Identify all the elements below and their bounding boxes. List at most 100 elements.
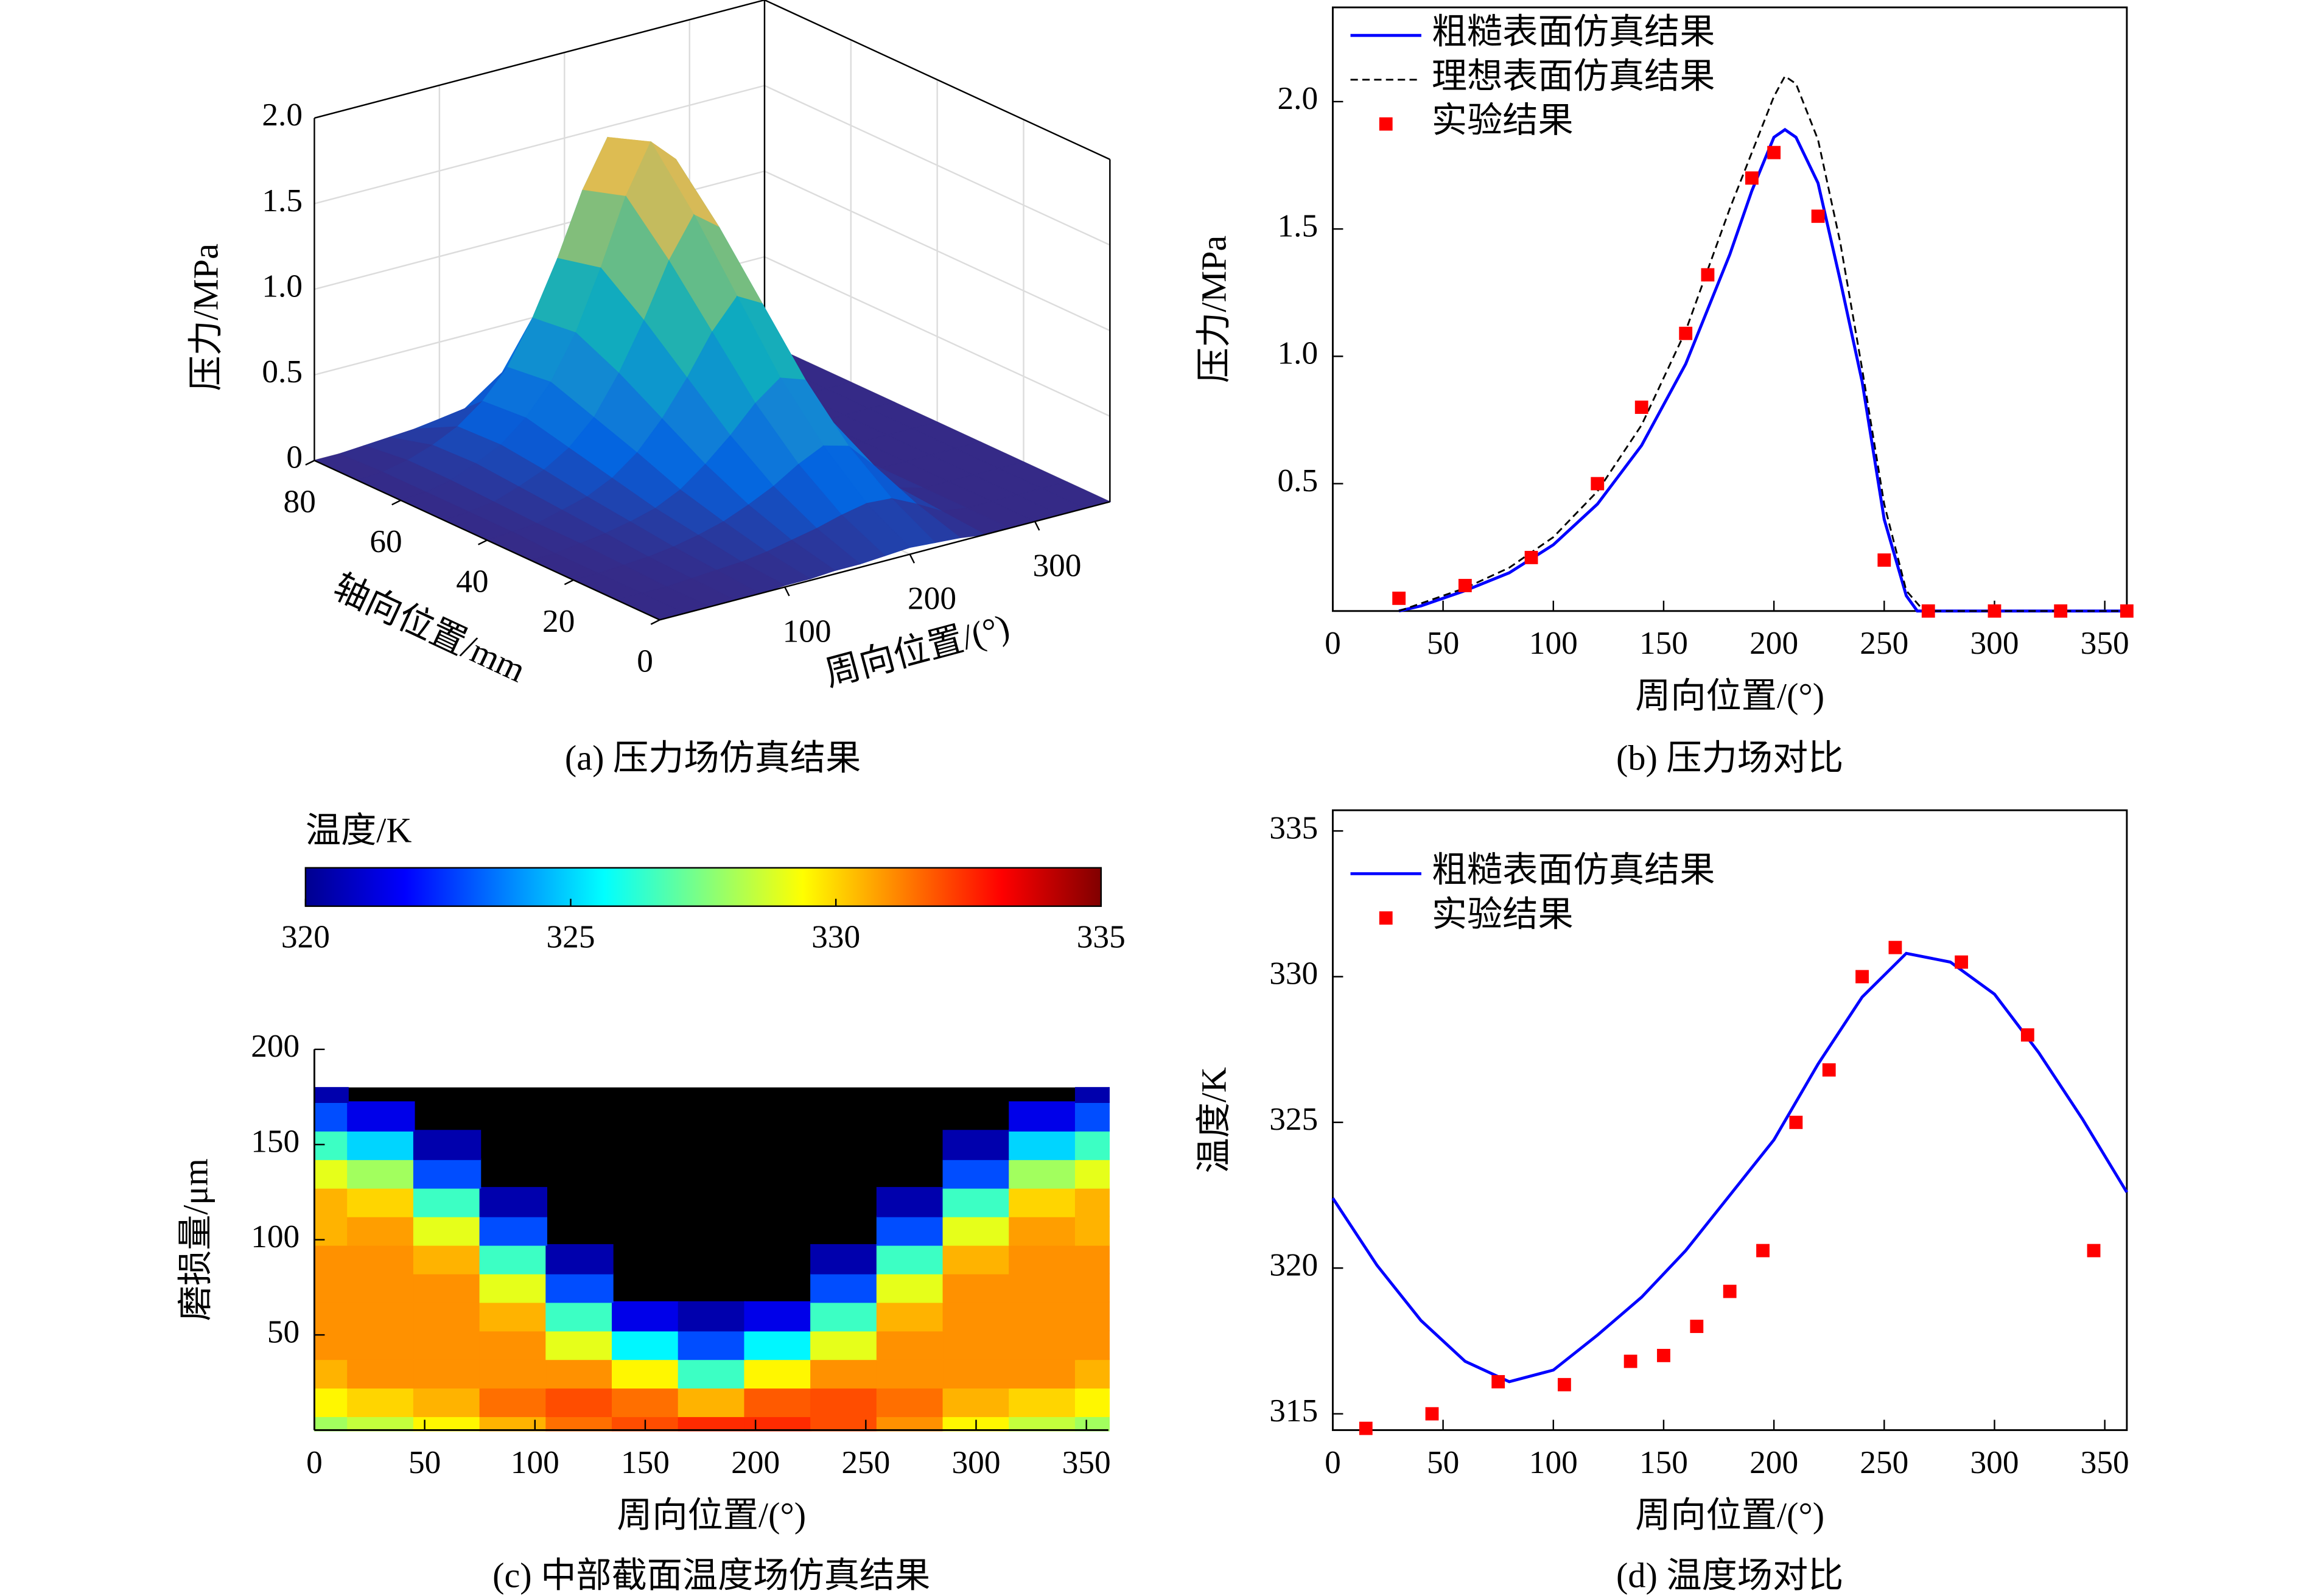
axes-box bbox=[1331, 6, 2128, 612]
heat-cell bbox=[413, 1358, 482, 1389]
heat-cell bbox=[810, 1301, 878, 1332]
y-tick bbox=[564, 579, 574, 586]
heat-cell bbox=[744, 1329, 812, 1360]
heat-cell bbox=[810, 1329, 878, 1360]
heat-cell bbox=[347, 1415, 415, 1432]
heat-cell bbox=[1009, 1101, 1077, 1132]
heat-cell bbox=[612, 1387, 680, 1418]
y-tick-label: 315 bbox=[1269, 1392, 1318, 1429]
heat-cell bbox=[479, 1415, 547, 1432]
x-tick bbox=[1034, 521, 1040, 531]
heat-cell bbox=[347, 1272, 415, 1303]
z-tick-label: 1.5 bbox=[262, 182, 303, 219]
x-tick bbox=[784, 586, 790, 597]
heat-cell bbox=[1009, 1272, 1077, 1303]
heat-cell bbox=[413, 1130, 482, 1160]
heat-cell bbox=[612, 1301, 680, 1332]
heat-cell bbox=[347, 1301, 415, 1332]
heat-cell bbox=[1074, 1130, 1110, 1160]
heat-cell bbox=[479, 1358, 547, 1389]
data-point bbox=[1745, 171, 1759, 185]
heat-cell bbox=[810, 1358, 878, 1389]
heat-cell bbox=[1074, 1272, 1110, 1303]
x-tick-label: 200 bbox=[731, 1444, 780, 1480]
y-tick-label: 1.0 bbox=[1278, 335, 1319, 371]
data-point bbox=[2054, 604, 2068, 618]
heat-cell bbox=[413, 1215, 482, 1246]
heat-cell bbox=[313, 1101, 349, 1132]
data-point bbox=[1524, 551, 1538, 564]
axis-edge bbox=[764, 0, 1110, 160]
y-axis-label: 温度/K bbox=[1194, 1067, 1234, 1174]
heat-cell bbox=[612, 1358, 680, 1389]
y-axis-label: 压力/MPa bbox=[1194, 236, 1234, 383]
heat-cell bbox=[479, 1329, 547, 1360]
x-tick-label: 100 bbox=[1529, 625, 1578, 661]
z-tick-label: 1.0 bbox=[262, 267, 303, 304]
heat-cell bbox=[545, 1272, 614, 1303]
heat-cell bbox=[413, 1187, 482, 1217]
heat-cell bbox=[413, 1329, 482, 1360]
y-tick-label: 0.5 bbox=[1278, 462, 1319, 499]
heat-cell bbox=[545, 1244, 614, 1275]
heat-cell bbox=[1009, 1244, 1077, 1275]
y-tick-label: 60 bbox=[369, 523, 402, 559]
y-tick-label: 325 bbox=[1269, 1101, 1318, 1137]
heat-cell bbox=[413, 1244, 482, 1275]
y-tick-label: 330 bbox=[1269, 955, 1318, 992]
heat-cell bbox=[347, 1244, 415, 1275]
x-axis-label: 周向位置/(°) bbox=[617, 1495, 806, 1535]
heat-cell bbox=[347, 1101, 415, 1132]
legend-marker bbox=[1379, 911, 1393, 925]
y-tick-label: 150 bbox=[251, 1123, 299, 1160]
caption: (d) 温度场对比 bbox=[1616, 1556, 1843, 1595]
axis-edge bbox=[314, 0, 765, 119]
heat-cell bbox=[942, 1215, 1010, 1246]
x-tick-label: 200 bbox=[1749, 1444, 1798, 1480]
data-point bbox=[1888, 940, 1902, 954]
heat-cell bbox=[678, 1329, 746, 1360]
heat-cell bbox=[313, 1158, 349, 1189]
z-axis-label: 压力/MPa bbox=[186, 243, 226, 391]
heat-cell bbox=[545, 1415, 614, 1432]
heat-cell bbox=[347, 1358, 415, 1389]
x-tick-label: 250 bbox=[841, 1444, 890, 1480]
z-tick-label: 0.5 bbox=[262, 353, 303, 390]
data-point bbox=[2120, 604, 2134, 618]
heat-cell bbox=[1009, 1387, 1077, 1418]
heat-cell bbox=[479, 1387, 547, 1418]
y-axis-label: 轴向位置/mm bbox=[327, 567, 531, 690]
heat-cell bbox=[313, 1301, 349, 1332]
x-tick-label: 300 bbox=[951, 1444, 1000, 1480]
data-point bbox=[1723, 1284, 1737, 1298]
y-tick-label: 20 bbox=[542, 603, 575, 639]
heat-cell bbox=[479, 1244, 547, 1275]
series-line bbox=[1398, 128, 2127, 613]
heat-cell bbox=[413, 1272, 482, 1303]
heat-cell bbox=[313, 1415, 349, 1432]
x-tick-label: 100 bbox=[783, 612, 832, 649]
heat-cell bbox=[479, 1301, 547, 1332]
x-tick-label: 50 bbox=[1427, 1444, 1459, 1480]
y-tick-label: 0 bbox=[637, 642, 653, 679]
y-tick bbox=[478, 539, 488, 545]
data-point bbox=[1425, 1407, 1439, 1421]
heat-cell bbox=[678, 1415, 746, 1432]
x-tick-label: 0 bbox=[1325, 625, 1341, 661]
heat-cell bbox=[942, 1244, 1010, 1275]
heat-cell bbox=[612, 1329, 680, 1360]
heat-cell bbox=[347, 1158, 415, 1189]
heat-cell bbox=[1074, 1101, 1110, 1132]
y-tick-label: 100 bbox=[251, 1218, 299, 1255]
heat-cell bbox=[1074, 1215, 1110, 1246]
heat-cell bbox=[545, 1301, 614, 1332]
data-point bbox=[1634, 401, 1648, 414]
data-point bbox=[1591, 477, 1605, 491]
heat-cell bbox=[744, 1358, 812, 1389]
heat-cell bbox=[1009, 1415, 1077, 1432]
heat-cell bbox=[942, 1187, 1010, 1217]
legend-marker bbox=[1379, 117, 1393, 131]
heat-cell bbox=[1009, 1215, 1077, 1246]
heat-cell bbox=[347, 1329, 415, 1360]
